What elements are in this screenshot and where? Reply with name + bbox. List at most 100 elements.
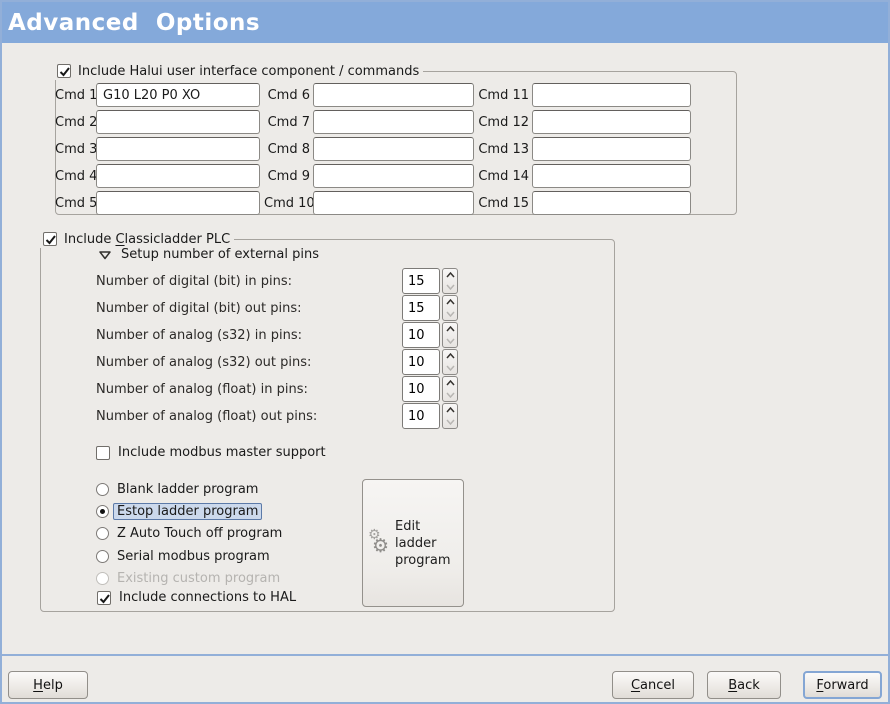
pin-label: Number of digital (bit) out pins: <box>96 300 302 316</box>
cmd-input-5[interactable] <box>96 191 260 215</box>
spin-buttons <box>442 295 458 321</box>
cmd-input-11[interactable] <box>532 83 691 107</box>
cmd-row: Cmd 12 <box>477 110 691 134</box>
checkmark-icon <box>59 67 70 77</box>
radio-row-existing: Existing custom program <box>96 570 280 586</box>
cmd-row: Cmd 3 <box>55 137 260 161</box>
spin-down-icon[interactable] <box>445 335 455 347</box>
cmd-label: Cmd 10 <box>264 195 315 211</box>
pin-row: Number of analog (s32) out pins: <box>96 349 458 375</box>
spin-up-icon[interactable] <box>445 350 455 362</box>
spin-up-icon[interactable] <box>445 323 455 335</box>
cmd-row: Cmd 10 <box>264 191 474 215</box>
cmd-label: Cmd 9 <box>267 168 310 184</box>
spin-down-icon[interactable] <box>445 416 455 428</box>
spin-up-icon[interactable] <box>445 377 455 389</box>
spin-down-icon[interactable] <box>445 389 455 401</box>
halui-checkbox[interactable] <box>57 64 71 78</box>
cmd-label: Cmd 7 <box>267 114 310 130</box>
cmd-row: Cmd 11 <box>477 83 691 107</box>
cmd-row: Cmd 4 <box>55 164 260 188</box>
cmd-column-1: Cmd 1 Cmd 2 Cmd 3 Cmd 4 Cmd 5 <box>55 83 260 215</box>
float-in-spinbox <box>402 376 458 402</box>
spin-buttons <box>442 403 458 429</box>
hal-connections-label: Include connections to HAL <box>119 590 297 605</box>
cancel-button[interactable]: Cancel <box>612 671 694 699</box>
spin-down-icon[interactable] <box>445 281 455 293</box>
spin-up-icon[interactable] <box>445 404 455 416</box>
back-button[interactable]: Back <box>707 671 781 699</box>
modbus-checkbox[interactable] <box>96 445 110 460</box>
cmd-input-15[interactable] <box>532 191 691 215</box>
pin-label: Number of digital (bit) in pins: <box>96 273 293 289</box>
pin-row: Number of digital (bit) in pins: <box>96 268 458 294</box>
forward-button[interactable]: Forward <box>803 671 882 699</box>
classicladder-frame <box>40 239 615 612</box>
pins-expander[interactable]: Setup number of external pins <box>98 247 319 262</box>
pin-label: Number of analog (s32) out pins: <box>96 354 312 370</box>
spin-input[interactable] <box>402 322 440 348</box>
cmd-label: Cmd 13 <box>478 141 529 157</box>
cmd-label: Cmd 15 <box>478 195 529 211</box>
spin-input[interactable] <box>402 403 440 429</box>
spin-down-icon[interactable] <box>445 362 455 374</box>
spin-input[interactable] <box>402 268 440 294</box>
cmd-column-2: Cmd 6 Cmd 7 Cmd 8 Cmd 9 Cmd 10 <box>264 83 474 215</box>
estop-ladder-radio[interactable] <box>96 504 109 518</box>
help-button-label: Help <box>33 677 63 693</box>
cmd-input-1[interactable] <box>96 83 260 107</box>
cmd-column-3: Cmd 11 Cmd 12 Cmd 13 Cmd 14 Cmd 15 <box>477 83 691 215</box>
edit-ladder-program-button[interactable]: ⚙ ⚙ Edit ladder program <box>362 479 464 607</box>
radio-row-serial-modbus: Serial modbus program <box>96 548 270 564</box>
cmd-input-8[interactable] <box>313 137 474 161</box>
cmd-input-12[interactable] <box>532 110 691 134</box>
cmd-input-4[interactable] <box>96 164 260 188</box>
spin-up-icon[interactable] <box>445 296 455 308</box>
cmd-input-10[interactable] <box>313 191 474 215</box>
radio-label: Z Auto Touch off program <box>117 525 283 541</box>
spin-buttons <box>442 349 458 375</box>
cmd-row: Cmd 6 <box>264 83 474 107</box>
halui-frame-label: Include Halui user interface component /… <box>53 62 424 80</box>
cmd-row: Cmd 15 <box>477 191 691 215</box>
radio-row-estop: Estop ladder program <box>96 502 263 520</box>
blank-ladder-radio[interactable] <box>96 482 109 496</box>
edit-ladder-button-label: Edit ladder program <box>395 518 451 568</box>
expander-label: Setup number of external pins <box>121 247 320 262</box>
cmd-input-3[interactable] <box>96 137 260 161</box>
expander-arrow-icon <box>99 250 111 259</box>
radio-label: Estop ladder program <box>113 502 263 520</box>
cmd-input-7[interactable] <box>313 110 474 134</box>
radio-row-blank: Blank ladder program <box>96 481 258 497</box>
cmd-input-13[interactable] <box>532 137 691 161</box>
classicladder-checkbox-label: Include Classicladder PLC <box>64 231 231 247</box>
spin-input[interactable] <box>402 376 440 402</box>
existing-custom-radio <box>96 571 109 585</box>
serial-modbus-radio[interactable] <box>96 549 109 563</box>
halui-checkbox-label: Include Halui user interface component /… <box>78 63 420 79</box>
spin-down-icon[interactable] <box>445 308 455 320</box>
cmd-row: Cmd 13 <box>477 137 691 161</box>
modbus-checkbox-label: Include modbus master support <box>118 445 326 460</box>
hal-connections-checkbox[interactable] <box>97 590 111 605</box>
cmd-input-6[interactable] <box>313 83 474 107</box>
spin-buttons <box>442 376 458 402</box>
cmd-label: Cmd 11 <box>478 87 529 103</box>
pin-label: Number of analog (float) out pins: <box>96 408 318 424</box>
spin-input[interactable] <box>402 349 440 375</box>
cmd-input-14[interactable] <box>532 164 691 188</box>
spin-up-icon[interactable] <box>445 269 455 281</box>
cmd-row: Cmd 1 <box>55 83 260 107</box>
s32-out-spinbox <box>402 349 458 375</box>
classicladder-checkbox[interactable] <box>43 232 57 246</box>
spin-input[interactable] <box>402 295 440 321</box>
page-title: Advanced Options <box>8 9 261 36</box>
cmd-label: Cmd 14 <box>478 168 529 184</box>
digital-in-spinbox <box>402 268 458 294</box>
radio-label: Existing custom program <box>117 570 281 586</box>
pin-label: Number of analog (s32) in pins: <box>96 327 302 343</box>
cmd-input-2[interactable] <box>96 110 260 134</box>
help-button[interactable]: Help <box>8 671 88 699</box>
z-auto-touchoff-radio[interactable] <box>96 526 109 540</box>
cmd-input-9[interactable] <box>313 164 474 188</box>
